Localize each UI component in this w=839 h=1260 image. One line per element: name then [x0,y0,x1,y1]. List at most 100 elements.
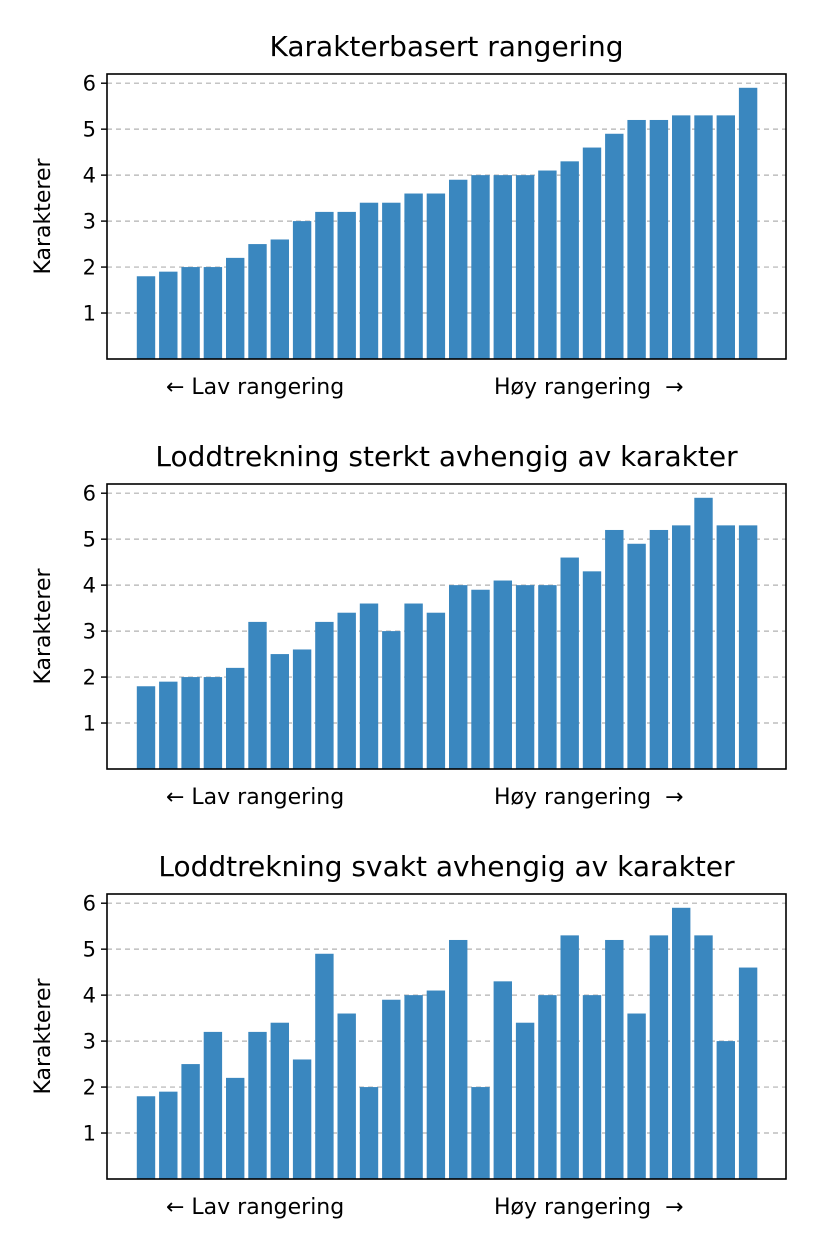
bar [136,1096,156,1179]
bar [738,525,758,769]
y-tick-label: 1 [83,302,96,326]
y-axis-label: Karakterer [31,978,56,1095]
bar [672,115,691,360]
y-tick-label: 1 [83,1122,96,1146]
y-tick-label: 5 [83,938,96,962]
y-tick-label: 1 [83,712,96,736]
bar [471,1087,490,1179]
bar [560,557,579,769]
x-label-high-rank: Høy rangering → [494,375,683,400]
bar [226,667,245,769]
bar [226,257,245,359]
bar [270,654,289,769]
bar [159,681,178,769]
bar [382,202,401,359]
bar [181,267,200,359]
bar [649,119,669,359]
axes-frame [106,73,787,360]
bar [538,995,557,1179]
bar [694,935,713,1179]
bar [493,175,512,359]
bar [515,585,535,769]
bar [404,995,423,1179]
x-label-low-rank: ← Lav rangering [166,375,344,400]
bar [538,585,557,769]
bar [315,953,334,1179]
y-tick-label: 6 [83,72,96,96]
bar [181,677,200,769]
bar [582,571,602,769]
bar [515,175,535,359]
bar [716,1041,735,1179]
bar [649,529,669,769]
bar [560,161,579,359]
bar [449,179,468,359]
bar [359,202,379,359]
y-tick-label: 4 [83,164,96,188]
bar [270,1022,289,1179]
bar [382,631,401,769]
chart-title: Loddtrekning svakt avhengig av karakter [158,850,735,883]
bar [359,603,379,769]
y-tick-label: 2 [83,1076,96,1100]
bar [605,939,624,1179]
bar [248,621,267,769]
bar [404,603,423,769]
bar [248,1031,267,1179]
y-tick-label: 2 [83,256,96,280]
bar [203,1031,223,1179]
x-label-high-rank: Høy rangering → [494,785,683,810]
bar [292,221,312,359]
chart-panel-2: 1 2 3 4 5 6 Loddtrekning sterkt avhengig av ka… [31,440,787,810]
bar [672,525,691,769]
bar [359,1087,379,1179]
bar [694,115,713,360]
x-label-low-rank: ← Lav rangering [166,1195,344,1220]
axes-frame [106,893,787,1180]
bar [582,147,602,359]
bar [203,267,223,359]
bar [694,497,713,769]
bar [605,529,624,769]
bar [672,907,691,1179]
bar [471,589,490,769]
bar [292,1059,312,1179]
y-tick-label: 4 [83,984,96,1008]
bar [471,175,490,359]
bar [738,87,758,359]
y-tick-label: 3 [83,210,96,234]
y-tick-label: 2 [83,666,96,690]
bar [493,580,512,769]
y-axis-label: Karakterer [31,158,56,275]
bar [136,686,156,769]
bar [627,119,646,359]
bar [426,990,446,1179]
bar [627,1013,646,1179]
bar [538,170,557,359]
bar [337,1013,356,1179]
y-tick-label: 5 [83,118,96,142]
bar [315,621,334,769]
bar [449,939,468,1179]
bar [337,211,356,359]
x-label-low-rank: ← Lav rangering [166,785,344,810]
bar [337,612,356,769]
bar [605,133,624,359]
bar [203,677,223,769]
bar [159,271,178,359]
y-tick-label: 4 [83,574,96,598]
bar [627,543,646,769]
bar [716,525,735,769]
chart-title: Loddtrekning sterkt avhengig av karakter [155,440,738,473]
bar [136,276,156,359]
x-label-high-rank: Høy rangering → [494,1195,683,1220]
y-tick-label: 3 [83,1030,96,1054]
bar [292,649,312,769]
bar [226,1077,245,1179]
chart-title: Karakterbasert rangering [270,30,624,63]
bar [270,239,289,359]
bar [404,193,423,359]
bar [738,967,758,1179]
bar [248,244,267,359]
